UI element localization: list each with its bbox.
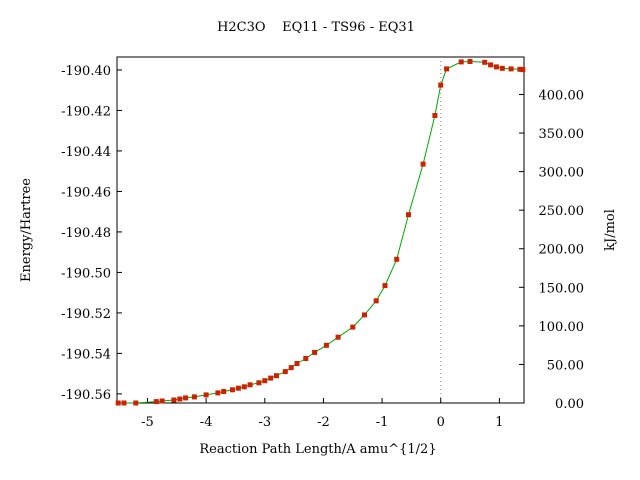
data-point <box>362 312 367 318</box>
data-point <box>203 392 209 398</box>
data-point <box>230 387 235 393</box>
data-point <box>508 66 514 72</box>
data-point <box>171 397 177 403</box>
y2-tick-label: 250.00 <box>539 204 585 219</box>
y-axis-title: Energy/Hartree <box>19 178 34 282</box>
data-point <box>191 394 197 400</box>
y-axis-ticks: -190.40 -190.42 -190.44 -190.46 -190.48 -190.… <box>61 64 122 403</box>
data-point <box>406 212 411 218</box>
data-point <box>444 66 450 72</box>
data-point <box>153 399 159 405</box>
x-axis-title: Reaction Path Length/A amu^{1/2} <box>199 442 436 457</box>
data-point <box>282 369 288 375</box>
y2-tick-label: 400.00 <box>539 88 585 103</box>
x-tick-label: -4 <box>200 415 213 430</box>
data-point <box>335 334 341 340</box>
chart-title: H2C3O EQ11 - TS96 - EQ31 <box>217 20 415 35</box>
data-point <box>420 161 426 167</box>
x-tick-label: -5 <box>141 415 154 430</box>
data-point <box>215 390 221 396</box>
data-point <box>183 395 189 401</box>
y-tick-label: -190.54 <box>61 347 111 362</box>
y2-tick-label: 50.00 <box>547 358 584 373</box>
data-point <box>262 378 268 384</box>
data-points <box>115 59 526 406</box>
data-point <box>221 389 227 394</box>
y2-tick-label: 0.00 <box>555 397 584 412</box>
data-point <box>323 342 329 348</box>
data-point <box>517 66 523 72</box>
data-point <box>303 356 309 361</box>
y2-tick-label: 100.00 <box>539 320 585 335</box>
y-tick-label: -190.52 <box>61 307 111 322</box>
data-point <box>373 298 379 304</box>
x-tick-label: -3 <box>258 415 271 430</box>
plot-frame <box>116 56 525 404</box>
data-point <box>177 396 183 402</box>
data-point <box>499 65 505 71</box>
data-point <box>482 59 488 65</box>
data-point <box>274 373 279 379</box>
data-point <box>256 380 262 386</box>
y2-tick-label: 300.00 <box>539 166 585 181</box>
data-point <box>247 382 253 388</box>
y2-axis-title: kJ/mol <box>603 209 618 251</box>
data-point <box>268 375 274 381</box>
data-point <box>241 384 247 390</box>
data-point <box>493 64 499 70</box>
y2-tick-label: 350.00 <box>539 127 585 142</box>
y-tick-label: -190.56 <box>61 388 111 403</box>
data-point <box>288 365 294 371</box>
data-point <box>159 398 165 404</box>
y2-tick-label: 150.00 <box>539 281 585 296</box>
data-point <box>488 62 494 68</box>
data-point <box>312 349 318 355</box>
x-axis-ticks: -5 -4 -3 -2 -1 0 1 <box>141 398 504 430</box>
y-tick-label: -190.48 <box>61 226 111 241</box>
data-point <box>235 385 241 391</box>
x-tick-label: 1 <box>495 415 503 430</box>
data-point <box>350 324 356 330</box>
energy-curve <box>118 60 523 404</box>
data-point <box>438 82 444 88</box>
data-point <box>432 113 438 118</box>
y-tick-label: -190.40 <box>61 64 111 79</box>
y-tick-label: -190.42 <box>61 104 111 119</box>
y2-tick-label: 200.00 <box>539 243 585 258</box>
y2-axis-ticks: 0.00 50.00 100.00 150.00 200.00 250.00 300.00 3… <box>519 88 584 412</box>
data-point <box>458 59 464 65</box>
x-tick-label: -2 <box>317 415 330 430</box>
data-point <box>467 59 473 64</box>
y-tick-label: -190.44 <box>61 145 111 160</box>
data-point <box>133 400 139 406</box>
data-point <box>121 400 127 406</box>
data-point <box>115 400 121 406</box>
y-tick-label: -190.46 <box>61 185 111 200</box>
x-tick-label: 0 <box>437 415 445 430</box>
y-tick-label: -190.50 <box>61 266 111 281</box>
data-point <box>520 67 526 73</box>
data-point <box>394 256 400 262</box>
data-point <box>294 361 300 366</box>
data-point <box>382 283 388 289</box>
x-tick-label: -1 <box>376 415 389 430</box>
